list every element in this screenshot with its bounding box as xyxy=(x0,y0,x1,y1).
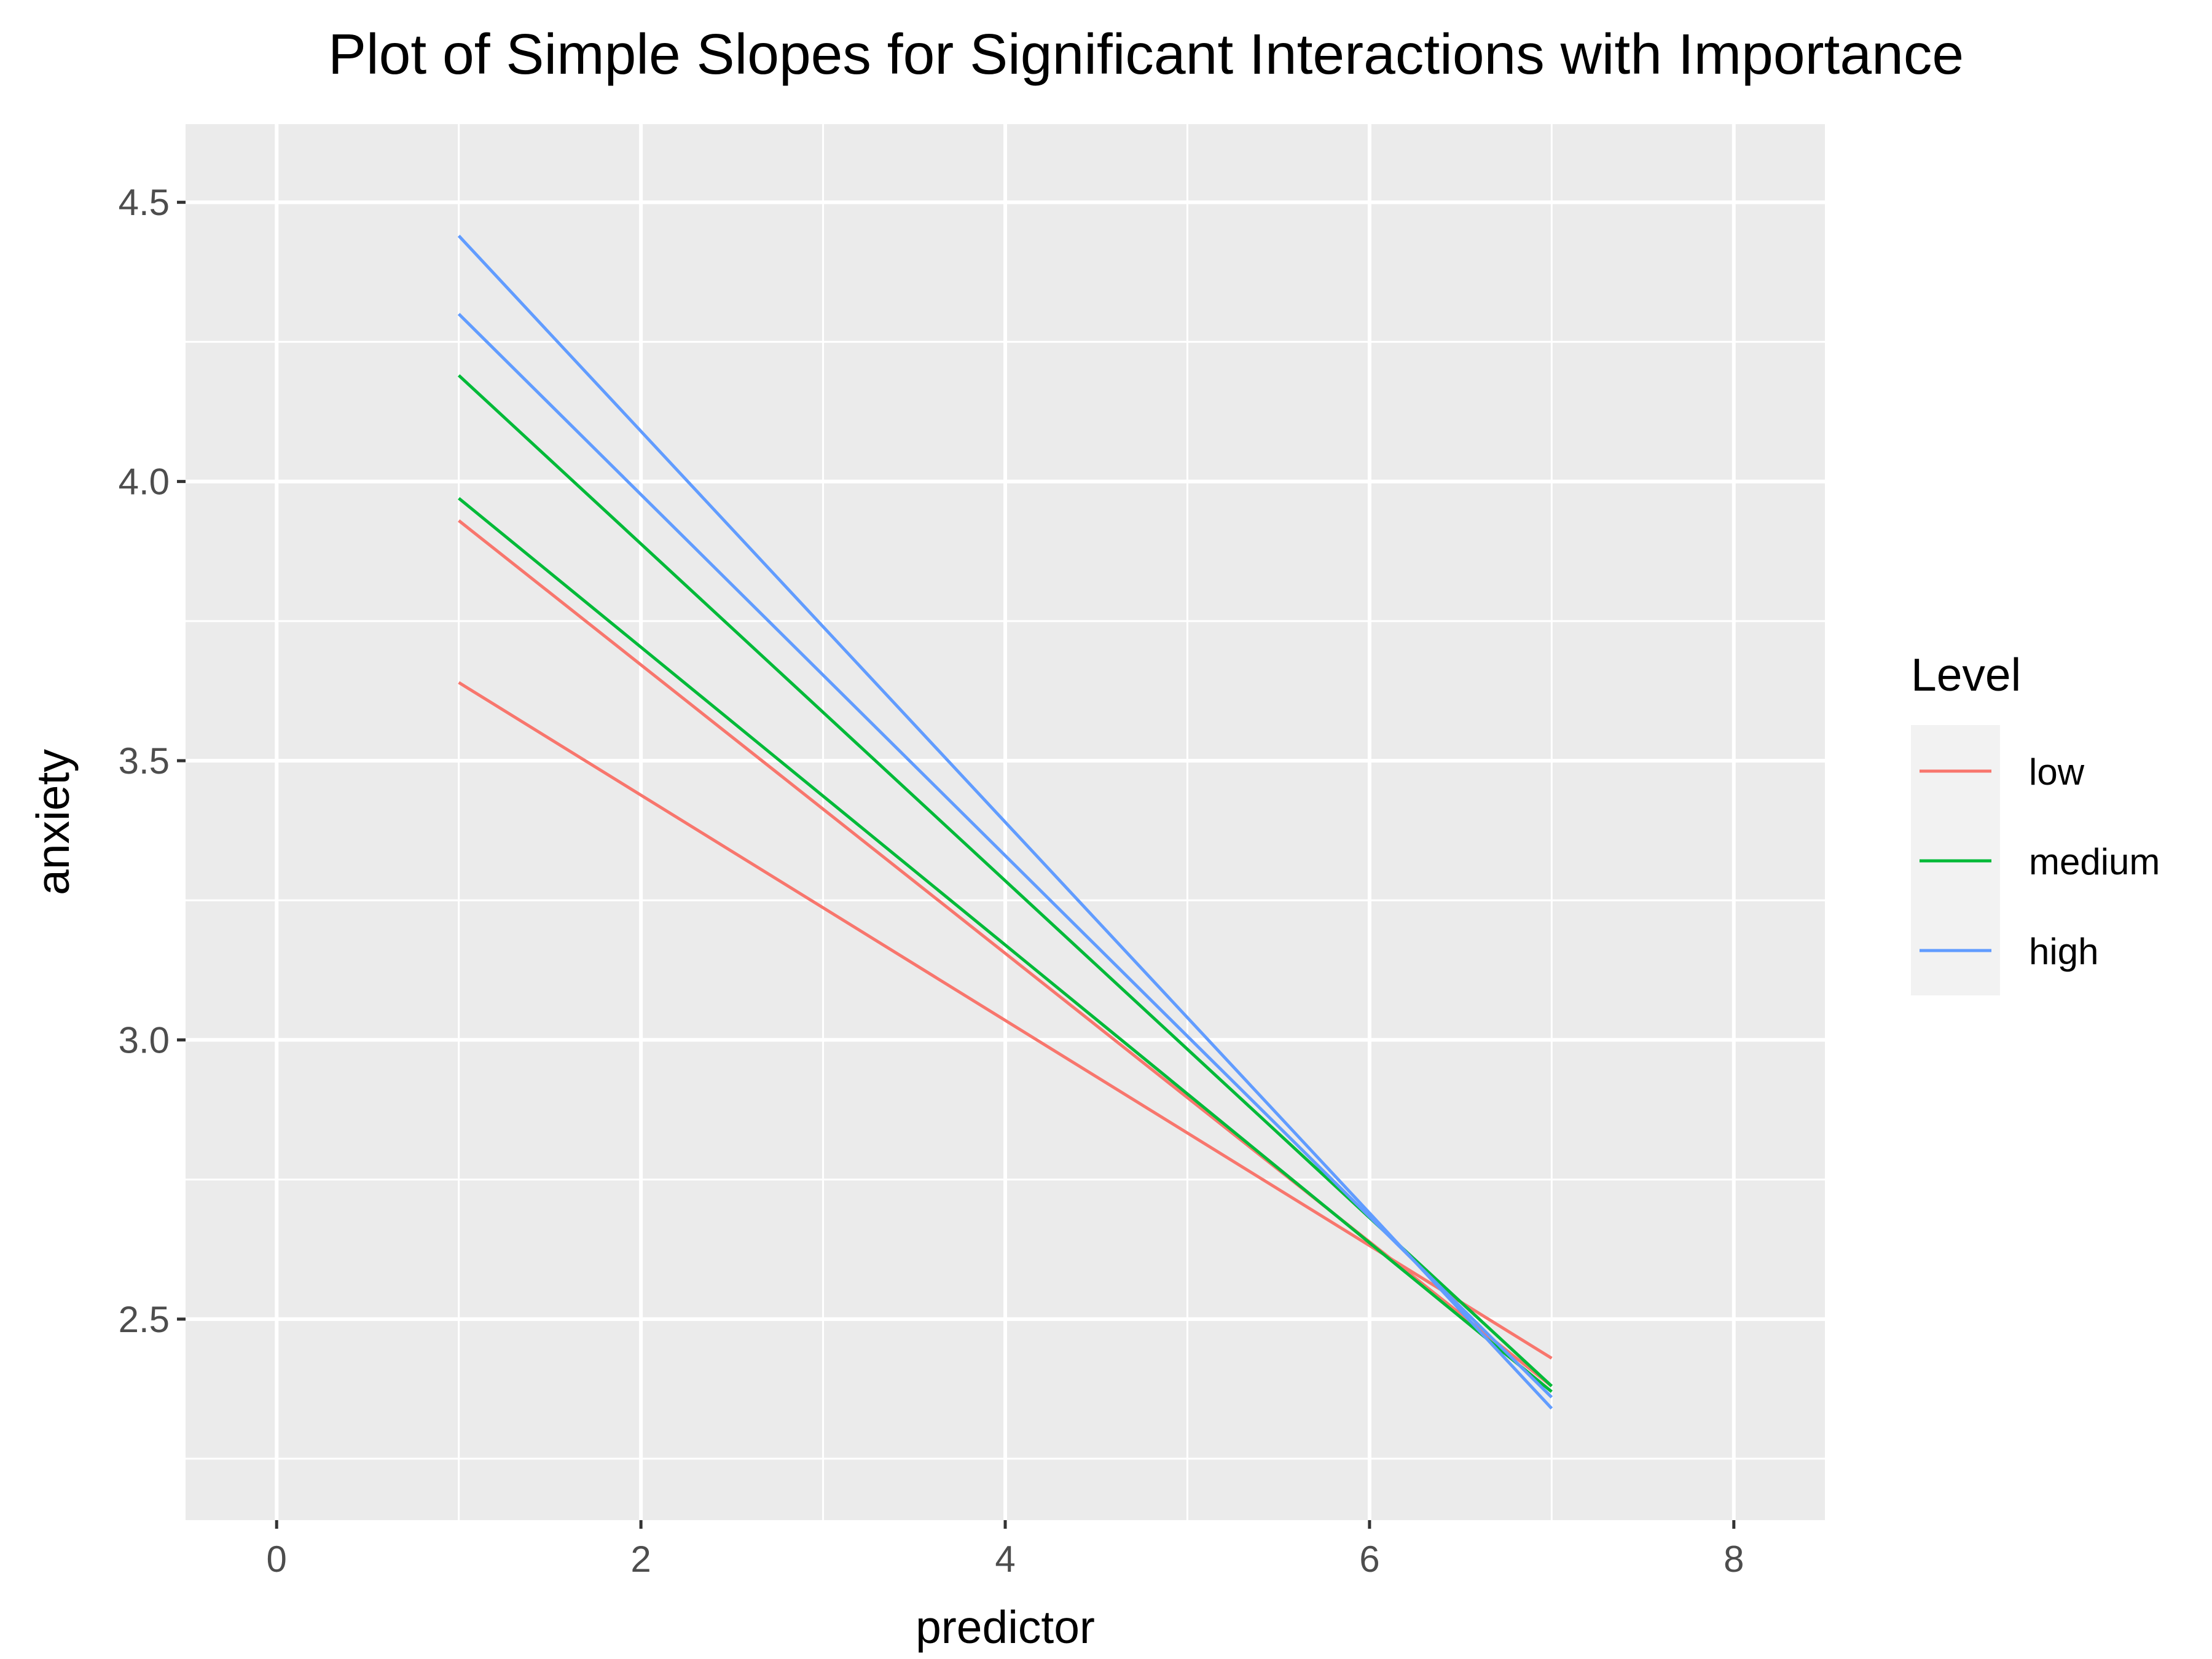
series-line-medium xyxy=(458,496,1553,1393)
y-tick-label: 2.5 xyxy=(119,1299,170,1340)
legend-label-medium: medium xyxy=(2029,841,2160,882)
chart-title: Plot of Simple Slopes for Significant In… xyxy=(328,22,1964,86)
x-tick-label: 0 xyxy=(267,1539,287,1580)
series-line-high xyxy=(457,235,1553,1410)
series-lines xyxy=(457,235,1553,1410)
x-axis: 0 2 4 6 8 xyxy=(267,1520,1744,1580)
x-tick-label: 2 xyxy=(630,1539,651,1580)
x-axis-title: predictor xyxy=(916,1601,1095,1653)
series-line-high xyxy=(457,313,1553,1398)
legend-label-low: low xyxy=(2029,751,2085,793)
legend: Level low medium high xyxy=(1911,649,2160,995)
y-tick-label: 3.5 xyxy=(119,740,170,782)
legend-title: Level xyxy=(1911,649,2021,700)
x-tick-label: 4 xyxy=(995,1539,1015,1580)
y-tick-label: 4.5 xyxy=(119,182,170,223)
series-line-low xyxy=(458,681,1553,1360)
y-axis: 2.5 3.0 3.5 4.0 4.5 xyxy=(119,182,186,1340)
y-axis-title: anxiety xyxy=(27,749,79,895)
x-tick-label: 6 xyxy=(1359,1539,1379,1580)
legend-entries: low medium high xyxy=(1920,751,2160,972)
y-tick-label: 4.0 xyxy=(119,461,170,503)
x-tick-label: 8 xyxy=(1724,1539,1744,1580)
y-tick-label: 3.0 xyxy=(119,1019,170,1061)
legend-label-high: high xyxy=(2029,931,2098,972)
